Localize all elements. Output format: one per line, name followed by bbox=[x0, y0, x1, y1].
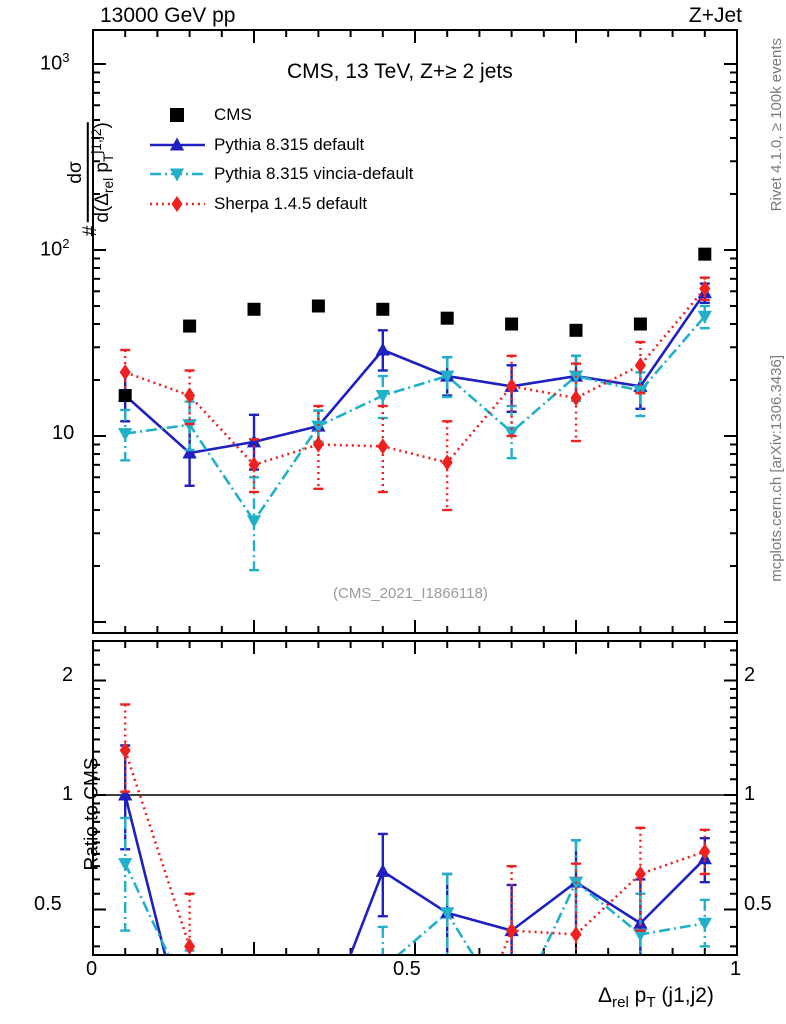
ratio-ytick-2-left: 2 bbox=[62, 664, 74, 686]
main-x-ticks bbox=[92, 30, 738, 633]
legend-glyphs bbox=[150, 108, 205, 213]
ratio-y-ticks bbox=[93, 649, 737, 948]
dataset-watermark: (CMS_2021_I1866118) bbox=[333, 585, 488, 602]
main-y-ticks bbox=[93, 63, 737, 623]
mcplots-source-label: mcplots.cern.ch [arXiv:1306.3436] bbox=[768, 355, 785, 582]
main-ytick-10: 10 bbox=[52, 422, 75, 444]
ylabel-hash: # bbox=[80, 225, 101, 237]
series-sherpa-1-4-5-default-main bbox=[119, 276, 711, 512]
rivet-version-label: Rivet 4.1.0, ≥ 100k events bbox=[768, 38, 785, 212]
series-cms-main bbox=[118, 247, 712, 403]
main-ytick-100: 102 bbox=[40, 236, 70, 261]
header-right-label: Z+Jet bbox=[688, 4, 742, 27]
ylabel-numerator: dσ bbox=[65, 122, 89, 223]
ratio-ytick-05-left: 0.5 bbox=[34, 893, 62, 915]
xaxis-title: Δrel pT (j1,j2) bbox=[598, 984, 714, 1012]
legend-label-pythia-default: Pythia 8.315 default bbox=[214, 135, 365, 154]
legend-label-sherpa: Sherpa 1.4.5 default bbox=[214, 194, 368, 213]
main-panel-frame bbox=[92, 29, 738, 634]
main-ylabel: # dσ d(Δrel pTj1,j2) bbox=[65, 122, 116, 237]
ratio-ylabel: Ratio to CMS bbox=[81, 757, 103, 871]
ratio-ytick-2-right: 2 bbox=[744, 664, 756, 686]
ratio-ytick-1-left: 1 bbox=[62, 783, 74, 805]
series-pythia-8-315-default-main bbox=[118, 282, 712, 487]
main-panel-title: CMS, 13 TeV, Z+≥ 2 jets bbox=[287, 60, 513, 83]
legend-label-pythia-vincia: Pythia 8.315 vincia-default bbox=[214, 164, 414, 183]
series-pythia-8-315-default-ratio bbox=[118, 744, 712, 954]
ylabel-denominator: d(Δrel pTj1,j2) bbox=[88, 122, 116, 223]
xtick-0: 0 bbox=[86, 958, 98, 980]
xtick-05: 0.5 bbox=[393, 958, 421, 980]
xtick-1: 1 bbox=[730, 958, 742, 980]
ratio-panel-frame bbox=[92, 640, 738, 956]
header-left-label: 13000 GeV pp bbox=[100, 4, 236, 27]
main-ytick-1000: 103 bbox=[40, 50, 70, 75]
ratio-x-ticks bbox=[92, 641, 738, 955]
ratio-ytick-1-right: 1 bbox=[744, 783, 756, 805]
series-pythia-8-315-vincia-default-main bbox=[118, 304, 712, 572]
legend-label-cms: CMS bbox=[214, 105, 252, 124]
ratio-ytick-05-right: 0.5 bbox=[744, 893, 772, 915]
